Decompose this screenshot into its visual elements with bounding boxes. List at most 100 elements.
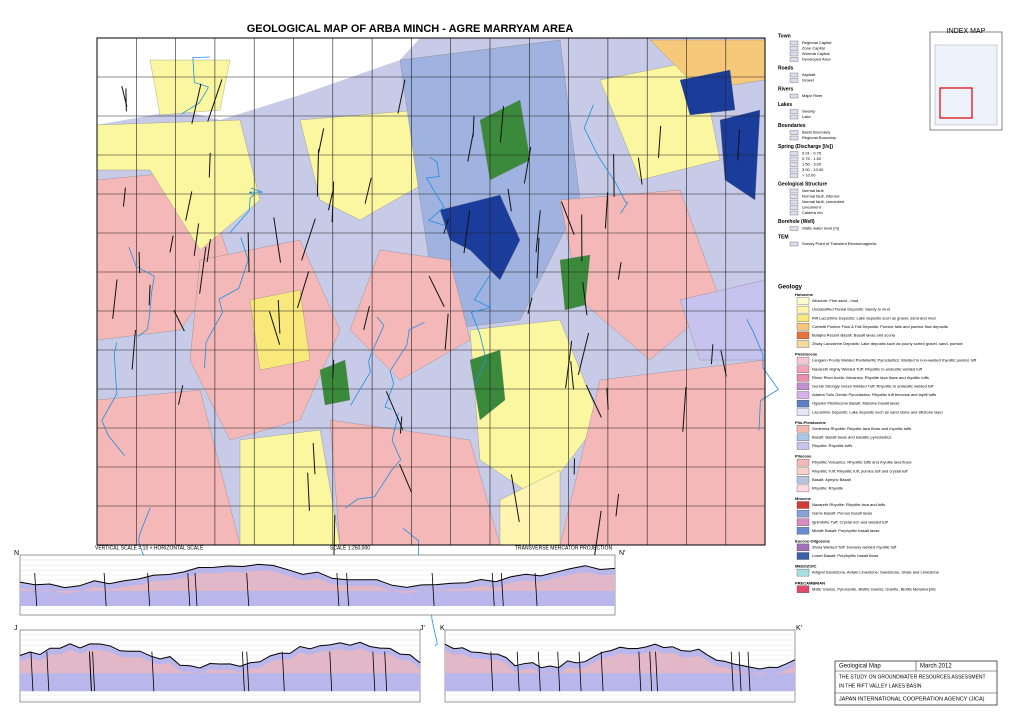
section-fault — [281, 651, 285, 692]
section-label: J' — [420, 625, 425, 632]
geology-unit-label: Rhyolite: Rhyolitic tuffs — [812, 443, 852, 448]
section-fault — [46, 651, 50, 692]
geology-unit — [319, 359, 351, 406]
geology-unit-label: Nazareth Rhyolite: Rhyolite lava and tuf… — [812, 502, 885, 507]
geology-unit — [479, 99, 531, 181]
river — [229, 187, 263, 234]
section-fault — [500, 572, 504, 607]
fault — [615, 493, 620, 517]
fault — [499, 106, 505, 143]
section-fault — [187, 572, 191, 607]
geology-swatch — [796, 323, 810, 331]
section-fault — [490, 651, 494, 692]
section-layer — [20, 648, 420, 674]
geology-unit-label: Shola Welded Tuff: Densely welded rhyoli… — [812, 544, 897, 549]
geology-swatch — [796, 501, 810, 509]
fault — [185, 191, 193, 221]
section-fault — [88, 651, 92, 692]
section-fault — [151, 651, 155, 692]
section-fault — [730, 651, 734, 692]
geology-era: MESOZOIC — [795, 564, 816, 569]
map-frame — [96, 37, 766, 546]
fault — [594, 510, 602, 556]
geology-unit — [559, 254, 591, 311]
section-label: N' — [619, 550, 625, 557]
title-block-line: THE STUDY ON GROUNDWATER RESOURCES ASSES… — [839, 674, 986, 680]
fault — [178, 385, 184, 405]
river — [425, 156, 448, 227]
geology-unit-label: Corbetti Pumice Flow & Fall Deposits: Pu… — [812, 324, 948, 329]
section-layer — [445, 650, 795, 675]
section-fault — [103, 572, 107, 607]
geology-swatch — [796, 467, 810, 475]
section-fault — [194, 572, 198, 607]
geology-swatch — [796, 458, 810, 467]
section-fault — [537, 651, 541, 692]
geology-swatch — [796, 433, 810, 442]
river — [350, 316, 385, 406]
legend-symbol — [789, 194, 799, 199]
fault — [333, 514, 336, 559]
geology-unit-label: Adigrat Sandstone, Antalo Limestone: San… — [812, 570, 940, 575]
geology-unit-label: Gedemsa Rhyolite: Rhyolite lava flows an… — [812, 426, 911, 431]
geology-swatch — [796, 365, 810, 373]
fault — [570, 361, 575, 390]
legend-symbol — [789, 57, 799, 62]
fault — [443, 218, 449, 234]
geology-swatch — [796, 297, 810, 305]
section-fault — [431, 572, 435, 607]
legend-symbol — [789, 241, 799, 247]
geology-swatch — [796, 374, 810, 382]
title-block-name: Geological Map — [839, 664, 881, 670]
section-layer — [20, 570, 615, 594]
section-profile — [19, 563, 616, 589]
fault — [527, 297, 533, 315]
legend-item: Basin Boundary — [802, 130, 830, 135]
fault — [268, 311, 281, 345]
section-fault — [649, 651, 653, 692]
geology-swatch — [796, 305, 810, 314]
geology-unit-label: Gamo Basalt: Porous basalt lavas — [812, 511, 872, 516]
title-block-date: March 2012 — [920, 664, 952, 670]
fault — [606, 387, 609, 410]
geology-unit — [349, 249, 471, 381]
geology-unit — [469, 319, 601, 501]
section-fault — [336, 572, 340, 607]
legend-symbol — [789, 51, 799, 57]
legend-item: 3.00 - 10.00 — [802, 167, 824, 172]
geology-unit-label: Adama Tullu Gendo Pyroclastics: Rhyoliti… — [812, 392, 936, 397]
fault — [122, 187, 126, 207]
geology-swatch — [796, 518, 810, 526]
fault — [273, 217, 282, 263]
vertical-scale: VERTICAL SCALE = 10 × HORIZONTAL SCALE — [95, 545, 204, 551]
section-fault — [747, 651, 751, 692]
legend-heading: Spring (Discharge [l/s]) — [778, 144, 833, 150]
section-fault — [638, 651, 642, 692]
legend-heading: Lakes — [778, 102, 792, 108]
geology-unit-label: Rhine River Acidic Volcanics: Rhyolite l… — [812, 375, 929, 380]
section-label: J — [14, 625, 18, 632]
geology-swatch — [796, 543, 810, 552]
river — [101, 342, 125, 457]
river — [345, 412, 402, 509]
legend-heading: Roads — [778, 65, 794, 71]
section-fault — [372, 651, 376, 692]
legend-item: Normal fault, concealed — [802, 199, 844, 204]
legend-item: Static water level [m] — [802, 226, 839, 231]
geology-title: Geology — [778, 285, 803, 291]
geology-swatch — [796, 552, 810, 560]
legend-item: Asphalt — [802, 72, 816, 77]
fault — [312, 443, 316, 475]
fault — [682, 386, 687, 432]
geology-swatch — [796, 382, 810, 391]
geology-unit — [439, 194, 521, 281]
fault — [199, 246, 207, 294]
geology-era: Pliocene — [795, 454, 812, 459]
fault — [737, 129, 741, 161]
legend-symbol — [789, 46, 799, 51]
legend-item: Woreda Capital — [802, 51, 830, 56]
geology-unit — [149, 59, 231, 116]
geology-swatch — [796, 391, 810, 399]
